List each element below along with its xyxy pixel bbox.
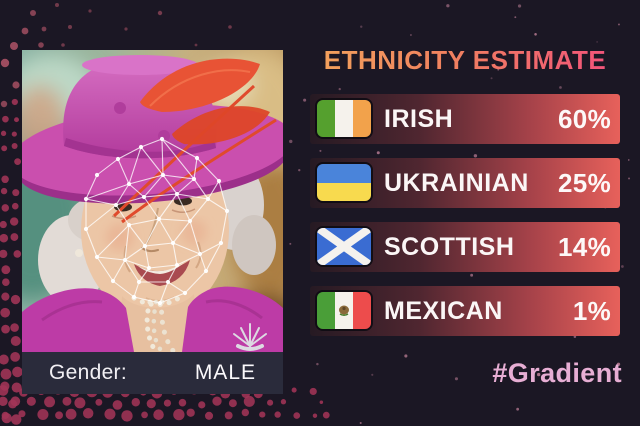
scotland-flag-icon — [317, 228, 371, 265]
gradient-watermark: #Gradient — [492, 358, 622, 388]
portrait-photo — [22, 50, 283, 352]
ethnicity-row-mexican: MEXICAN 1% — [310, 286, 620, 336]
ethnicity-percent: 14% — [558, 232, 611, 262]
ethnicity-label: SCOTTISH — [384, 233, 515, 261]
ethnicity-row-irish: IRISH 60% — [310, 94, 620, 144]
face-scan-mesh — [83, 136, 230, 306]
ukraine-flag-icon — [317, 164, 371, 201]
halftone-dots-left — [0, 98, 22, 425]
photo-card: Gender: MALE — [22, 50, 283, 394]
portrait-illustration — [22, 50, 283, 352]
ethnicity-row-ukrainian: UKRAINIAN 25% — [310, 158, 620, 208]
gender-value: MALE — [194, 361, 256, 384]
ethnicity-label: MEXICAN — [384, 297, 503, 325]
page-title: ETHNICITY ESTIMATE — [310, 45, 620, 76]
gender-bar: Gender: MALE — [22, 352, 283, 394]
mexico-flag-icon — [317, 292, 371, 329]
ethnicity-label: IRISH — [384, 105, 454, 133]
ireland-flag-icon — [317, 100, 371, 137]
ethnicity-percent: 60% — [558, 104, 611, 134]
gender-label: Gender: — [49, 361, 127, 384]
ethnicity-row-scottish: SCOTTISH 14% — [310, 222, 620, 272]
ethnicity-label: UKRAINIAN — [384, 169, 529, 197]
ethnicity-percent: 1% — [572, 296, 611, 326]
ethnicity-percent: 25% — [558, 168, 611, 198]
